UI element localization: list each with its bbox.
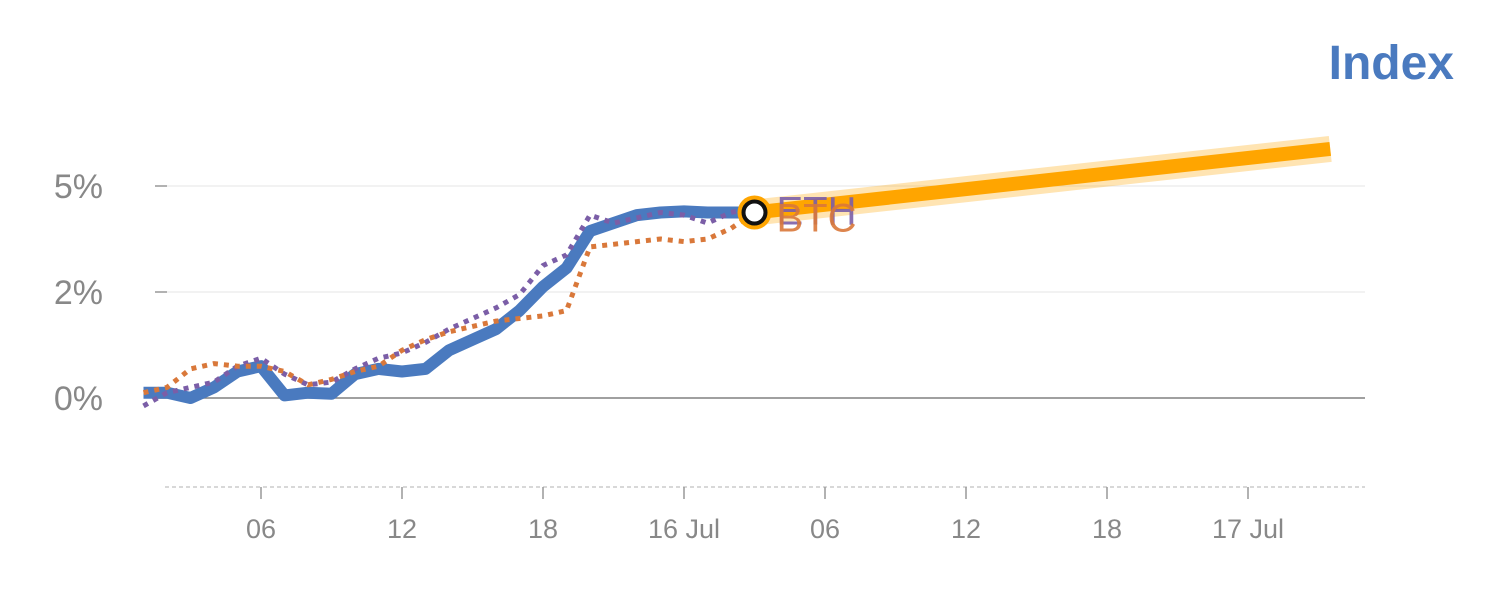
- series-end-label: ETH: [777, 190, 857, 234]
- end-marker: [741, 199, 768, 226]
- axes: 0% 2% 5% 06 12 18 16 Jul 06 12 18 17 Jul: [54, 168, 1365, 544]
- series-line-orange: [142, 210, 756, 396]
- chart-title: Index: [1328, 37, 1454, 90]
- y-tick-label: 0%: [54, 380, 103, 418]
- x-tick-label: 18: [1092, 514, 1122, 544]
- series-line-purple: [142, 204, 756, 409]
- x-tick-label: 06: [810, 514, 840, 544]
- projection-line: [753, 141, 1332, 220]
- x-tick-label: 12: [951, 514, 981, 544]
- x-tick-label: 12: [387, 514, 417, 544]
- x-tick-label: 16 Jul: [648, 514, 720, 544]
- series-line-blue: [143, 205, 755, 404]
- x-tick-label: 17 Jul: [1212, 514, 1284, 544]
- series-end-label: BTC: [777, 197, 857, 241]
- x-tick-label: 06: [246, 514, 276, 544]
- y-tick-label: 5%: [54, 168, 103, 206]
- series-lines: [142, 135, 1332, 409]
- gridlines: [155, 185, 1365, 399]
- y-tick-label: 2%: [54, 274, 103, 312]
- x-tick-label: 18: [528, 514, 558, 544]
